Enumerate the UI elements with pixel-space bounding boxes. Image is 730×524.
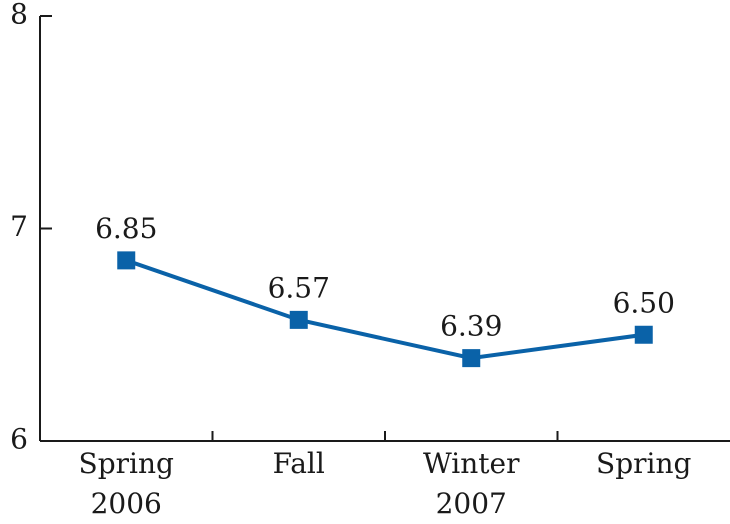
data-label: 6.57: [268, 271, 330, 304]
data-label: 6.39: [440, 310, 502, 343]
marker: [117, 251, 136, 270]
x-tick-label: Spring 2006: [78, 447, 174, 520]
data-label: 6.50: [613, 286, 675, 319]
x-tick-label: Winter 2007: [423, 447, 520, 520]
x-tick-label: Fall: [272, 447, 325, 480]
y-tick-label: 7: [10, 210, 28, 243]
y-tick-label: 8: [10, 0, 28, 31]
marker: [462, 349, 481, 368]
marker: [289, 310, 308, 329]
x-tick-label: Spring: [596, 447, 692, 480]
data-label: 6.85: [95, 212, 157, 245]
marker: [634, 325, 653, 344]
y-tick-label: 6: [10, 423, 28, 456]
line: [125, 258, 645, 361]
